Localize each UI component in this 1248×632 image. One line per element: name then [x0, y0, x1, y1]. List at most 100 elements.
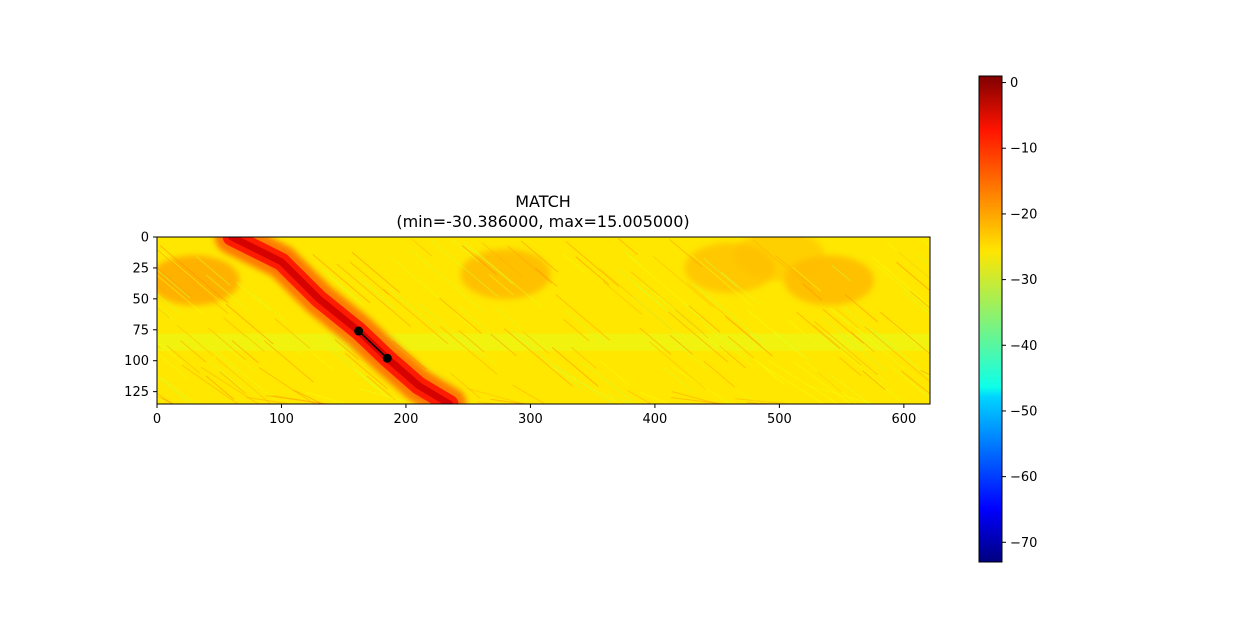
heatmap-streak: [607, 393, 632, 404]
heatmap-streak: [450, 372, 481, 399]
heatmap-streak: [322, 269, 361, 302]
heatmap-streak: [890, 322, 930, 356]
heatmap-streak: [236, 281, 271, 311]
heatmap-streak: [581, 361, 638, 404]
heatmap-streak: [210, 348, 239, 373]
heatmap-streak: [571, 346, 597, 369]
heatmap-streak: [627, 254, 702, 318]
heatmap-streak: [639, 327, 672, 356]
heatmap-streak: [674, 341, 708, 370]
heatmap-streak: [669, 238, 703, 268]
heatmap-streak: [258, 367, 315, 404]
heatmap-streak: [205, 274, 249, 312]
heatmap-streak: [157, 352, 189, 380]
heatmap-streak: [632, 295, 681, 338]
heatmap-streak: [686, 282, 762, 346]
heatmap-streak: [157, 271, 173, 286]
heatmap-blob: [460, 249, 551, 300]
heatmap-streak: [64, 247, 132, 304]
heatmap-streak: [208, 360, 245, 392]
heatmap-streak: [157, 305, 175, 321]
heatmap-streak: [565, 241, 620, 287]
heatmap-streak: [389, 288, 446, 337]
heatmap-streak: [389, 255, 442, 300]
heatmap-streak: [813, 320, 879, 376]
heatmap-streak: [522, 331, 549, 354]
colorbar-tick-label: −30: [1010, 273, 1037, 288]
heatmap-streak: [575, 256, 610, 286]
x-tick-label: 0: [153, 412, 161, 427]
heatmap-image: [3, 237, 966, 404]
y-tick-label: 100: [124, 354, 149, 369]
heatmap-streak: [627, 390, 652, 404]
heatmap-streak: [760, 364, 825, 404]
heatmap-streak: [933, 341, 966, 369]
heatmap-streak: [430, 239, 499, 297]
heatmap-streak: [488, 273, 514, 296]
colorbar-tick-label: −50: [1010, 404, 1037, 419]
heatmap-streak: [745, 308, 805, 358]
heatmap-streak: [3, 327, 68, 382]
heatmap-streak: [933, 238, 957, 258]
chart-subtitle: (min=-30.386000, max=15.005000): [396, 212, 689, 231]
heatmap-streak: [667, 311, 729, 363]
heatmap-streak: [703, 324, 753, 367]
heatmap-streak: [822, 308, 864, 344]
heatmap-streak: [85, 305, 116, 331]
heatmap-streak: [336, 263, 412, 327]
heatmap-streak: [157, 374, 191, 404]
heatmap-streak: [887, 242, 930, 280]
heatmap-streak: [326, 346, 379, 391]
heatmap-streak: [551, 346, 599, 387]
heatmap-streak: [409, 249, 484, 312]
heatmap-streak: [490, 398, 526, 404]
path-marker: [354, 326, 364, 336]
heatmap-streak: [850, 331, 875, 353]
heatmap-streak: [563, 319, 590, 342]
heatmap-streak: [185, 277, 229, 315]
heatmap-streak: [157, 247, 226, 306]
heatmap-streak: [439, 297, 482, 334]
heatmap-streak: [246, 396, 291, 404]
heatmap-streak: [495, 307, 522, 330]
heatmap-streak: [831, 264, 851, 282]
x-tick-label: 500: [767, 412, 792, 427]
heatmap-streak: [366, 375, 396, 401]
heatmap-streak: [871, 256, 930, 307]
heatmap-streak: [160, 376, 196, 404]
heatmap-streak: [554, 364, 614, 404]
heatmap-streak: [600, 360, 630, 386]
heatmap-streak: [663, 367, 695, 394]
heatmap-streak: [808, 384, 873, 404]
heatmap-streak: [157, 395, 174, 404]
y-tick-label: 50: [132, 292, 149, 307]
colorbar-tick-label: 0: [1010, 76, 1018, 91]
heatmap-streak: [157, 341, 183, 364]
heatmap-streak: [215, 357, 271, 404]
x-tick-label: 100: [269, 412, 294, 427]
y-tick-label: 0: [141, 231, 149, 246]
heatmap-streak: [359, 278, 397, 310]
heatmap-streak: [617, 237, 639, 256]
heatmap-streak: [462, 241, 514, 285]
heatmap-streak: [835, 308, 859, 329]
heatmap-streak: [724, 315, 773, 357]
chart-title: MATCH: [515, 192, 571, 211]
heatmap-streak: [466, 387, 524, 404]
heatmap-streak: [813, 324, 862, 366]
x-axis: 0 100 200 300 400 500 600: [153, 404, 916, 427]
heatmap-streak: [817, 371, 842, 393]
heatmap-streak: [703, 360, 736, 388]
heatmap-streak: [652, 256, 714, 308]
heatmap-streak: [792, 266, 822, 292]
heatmap-streak: [507, 245, 553, 284]
heatmap-streak: [225, 303, 274, 345]
heatmap-streak: [312, 352, 334, 371]
heatmap-streak: [510, 329, 582, 390]
heatmap-streak: [157, 266, 192, 297]
heatmap-streak: [641, 282, 706, 337]
heatmap-streak: [565, 310, 606, 345]
heatmap-streak: [649, 341, 707, 391]
heatmap-streak: [920, 237, 930, 248]
